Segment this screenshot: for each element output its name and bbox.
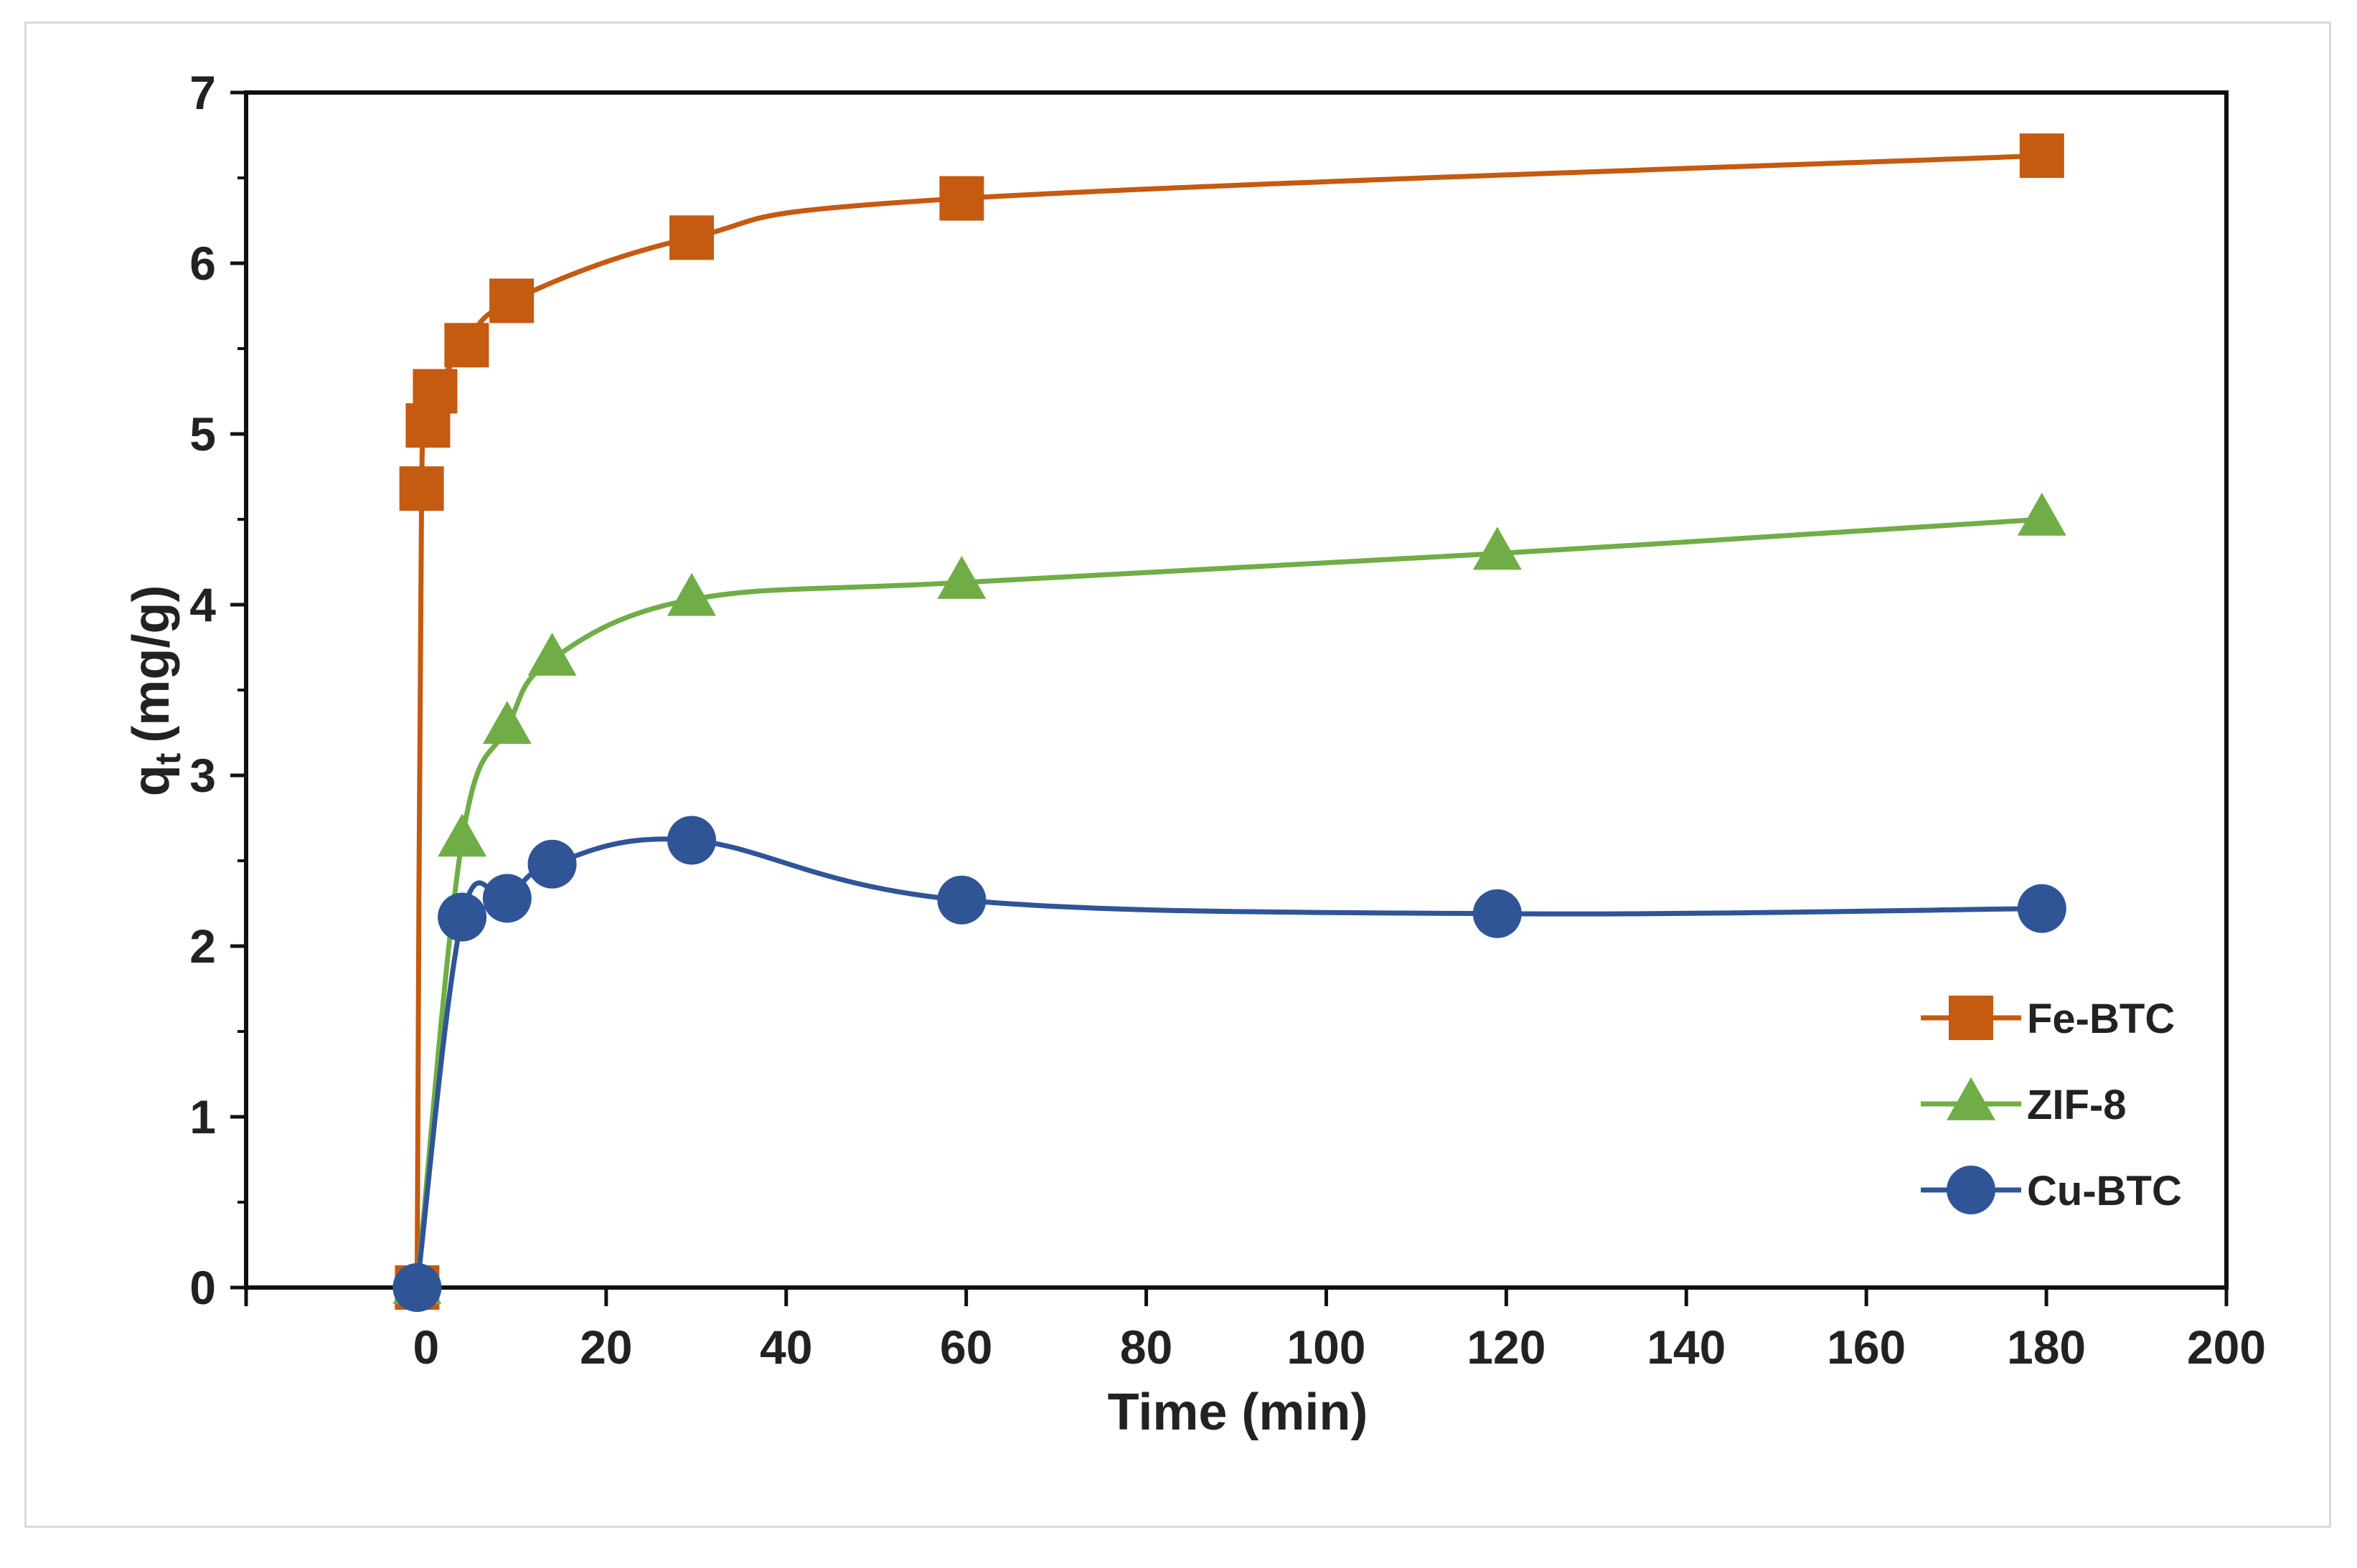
legend-marker-zif-8 [1947,1077,1995,1120]
series-line-zif-8 [414,516,2043,1288]
y-axis-title-main: q [123,765,180,796]
data-point-cu-btc [482,874,532,923]
data-point-zif-8 [1472,526,1522,570]
y-axis-title-sub: t [148,752,188,765]
x-tick-label: 0 [413,1321,440,1374]
y-tick-label: 5 [189,407,216,461]
series-layer [392,133,2066,1312]
x-axis-title: Time (min) [1108,1384,1368,1441]
legend-marker-fe-btc [1949,996,1993,1040]
data-point-fe-btc [669,215,714,260]
series-line-cu-btc [414,836,2042,1288]
chart-frame: 0 1 2 3 4 5 6 7 0 20 40 60 80 100 120 140 160 180 200 Fe-B… [24,22,2331,1528]
y-tick-label: 1 [189,1090,216,1143]
x-tick-label: 80 [1120,1321,1172,1374]
data-point-fe-btc [413,369,458,414]
data-point-cu-btc [438,892,487,942]
y-tick-label: 0 [189,1261,216,1314]
y-tick-label: 6 [189,237,216,290]
y-tick-label: 3 [189,749,216,802]
data-point-fe-btc [444,323,489,368]
data-point-cu-btc [527,839,577,889]
data-point-zif-8 [937,555,987,599]
x-tick-label: 180 [2007,1321,2086,1374]
legend-label-fe-btc: Fe-BTC [2027,996,2175,1042]
data-point-zif-8 [527,632,577,676]
data-point-fe-btc [2019,133,2064,179]
data-point-cu-btc [667,816,716,865]
x-tick-label: 100 [1286,1321,1365,1374]
x-tick-label: 200 [2187,1321,2266,1374]
series-zif-8 [392,492,2066,1304]
x-tick-label: 20 [580,1321,632,1374]
legend-marker-cu-btc [1947,1166,1995,1214]
legend-label-cu-btc: Cu-BTC [2027,1168,2182,1214]
chart-svg: 0 1 2 3 4 5 6 7 0 20 40 60 80 100 120 140 160 180 200 Fe-B… [123,66,2266,1441]
data-point-zif-8 [2017,492,2066,536]
data-point-zif-8 [667,572,716,616]
data-point-cu-btc [1472,889,1522,938]
data-point-zif-8 [438,813,487,857]
legend-entry-zif-8: ZIF-8 [1921,1077,2127,1128]
x-tick-label: 40 [760,1321,812,1374]
plot-area-border [244,90,2229,1290]
series-line-fe-btc [414,153,2042,1288]
axes-layer: 0 1 2 3 4 5 6 7 0 20 40 60 80 100 120 140 160 180 200 [189,66,2266,1374]
data-point-cu-btc [937,875,987,925]
legend-entry-fe-btc: Fe-BTC [1921,996,2175,1042]
legend-entry-cu-btc: Cu-BTC [1921,1166,2182,1214]
series-cu-btc [392,816,2066,1312]
x-tick-label: 60 [940,1321,992,1374]
data-point-cu-btc [392,1263,442,1312]
series-fe-btc [395,133,2064,1310]
legend-label-zif-8: ZIF-8 [2027,1082,2127,1128]
data-point-fe-btc [939,176,984,221]
x-tick-label: 140 [1647,1321,1726,1374]
data-point-zif-8 [482,701,532,745]
x-tick-label: 160 [1827,1321,1906,1374]
y-axis-title-unit: (mg/g) [123,585,180,743]
y-tick-label: 4 [189,578,216,631]
y-tick-label: 2 [189,920,216,973]
data-point-fe-btc [399,466,444,511]
x-tick-label: 120 [1467,1321,1546,1374]
y-tick-label: 7 [189,66,216,119]
data-point-cu-btc [2017,884,2066,933]
legend-layer: Fe-BTC ZIF-8 Cu-BTC [1921,996,2182,1214]
y-axis-title: qt (mg/g) [123,585,188,797]
data-point-fe-btc [489,278,535,323]
